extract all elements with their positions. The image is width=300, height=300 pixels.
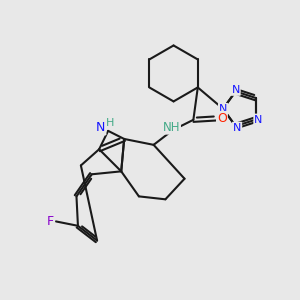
Text: H: H: [106, 118, 115, 128]
Text: NH: NH: [163, 121, 180, 134]
Text: N: N: [233, 123, 241, 133]
Text: O: O: [217, 112, 227, 125]
Text: N: N: [219, 104, 227, 114]
Text: N: N: [96, 122, 105, 134]
Text: N: N: [254, 115, 262, 124]
Text: N: N: [231, 85, 240, 95]
Text: F: F: [47, 215, 54, 228]
